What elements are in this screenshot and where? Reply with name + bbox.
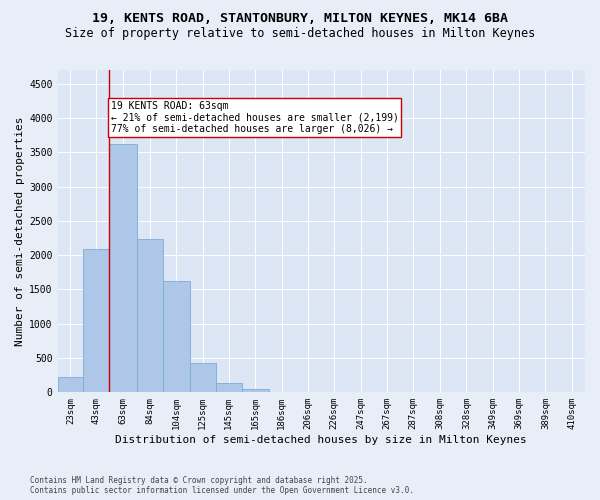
Text: 19 KENTS ROAD: 63sqm
← 21% of semi-detached houses are smaller (2,199)
77% of se: 19 KENTS ROAD: 63sqm ← 21% of semi-detac…	[110, 101, 398, 134]
Text: 19, KENTS ROAD, STANTONBURY, MILTON KEYNES, MK14 6BA: 19, KENTS ROAD, STANTONBURY, MILTON KEYN…	[92, 12, 508, 26]
Bar	[163, 281, 190, 392]
Text: Contains HM Land Registry data © Crown copyright and database right 2025.
Contai: Contains HM Land Registry data © Crown c…	[30, 476, 414, 495]
Bar	[242, 389, 269, 392]
Text: Size of property relative to semi-detached houses in Milton Keynes: Size of property relative to semi-detach…	[65, 28, 535, 40]
Y-axis label: Number of semi-detached properties: Number of semi-detached properties	[15, 116, 25, 346]
Bar	[58, 376, 83, 392]
Bar	[190, 363, 215, 392]
Bar	[137, 238, 163, 392]
Bar	[215, 382, 242, 392]
Bar	[83, 249, 109, 392]
Bar	[109, 144, 137, 392]
X-axis label: Distribution of semi-detached houses by size in Milton Keynes: Distribution of semi-detached houses by …	[115, 435, 527, 445]
